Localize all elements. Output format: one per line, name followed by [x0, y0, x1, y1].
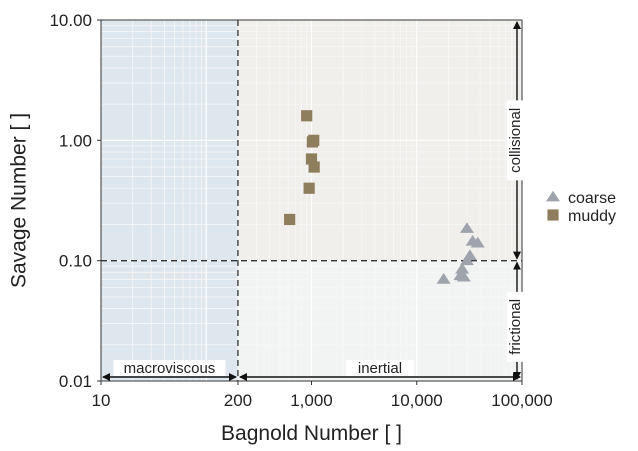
muddy-data-point	[303, 182, 315, 194]
muddy-data-point	[308, 134, 320, 146]
y-tick-label: 0.10	[59, 252, 92, 271]
x-tick-label: 200	[224, 391, 252, 410]
muddy-data-point	[301, 110, 313, 122]
x-axis-title: Bagnold Number [ ]	[221, 422, 402, 445]
x-tick-label: 10	[92, 391, 111, 410]
frictional-label-background	[507, 291, 525, 362]
region-macroviscous	[101, 20, 238, 381]
legend-muddy-marker	[547, 209, 559, 221]
coarse-data-point	[436, 273, 451, 284]
legend-coarse-marker	[546, 190, 560, 202]
coarse-data-point	[462, 249, 477, 261]
legend-coarse-label: coarse	[568, 190, 616, 207]
y-tick-label: 1.00	[59, 131, 92, 150]
x-tick-label: 1,000	[290, 391, 333, 410]
x-tick-label: 100,000	[491, 391, 552, 410]
muddy-data-point	[305, 153, 318, 165]
muddy-data-point	[284, 213, 296, 226]
coarse-data-point	[455, 262, 470, 274]
coarse-data-point	[456, 270, 471, 282]
collisional-label: collisional	[507, 108, 524, 173]
y-tick-label: 10.00	[49, 11, 92, 30]
inertial-label: inertial	[358, 360, 402, 377]
coarse-data-point	[470, 236, 485, 248]
coarse-data-point	[459, 222, 474, 233]
frictional-label: frictional	[507, 299, 524, 355]
x-tick-label: 10,000	[391, 391, 443, 410]
legend-muddy-label: muddy	[568, 208, 616, 225]
collisional-label-background	[507, 100, 525, 181]
y-axis-title: Savage Number [ ]	[8, 113, 31, 288]
y-tick-label: 0.01	[59, 372, 92, 391]
inertial-label-background	[345, 360, 414, 376]
macroviscous-label: macroviscous	[124, 360, 216, 377]
macroviscous-label-background	[113, 360, 226, 376]
muddy-data-point	[308, 161, 320, 173]
